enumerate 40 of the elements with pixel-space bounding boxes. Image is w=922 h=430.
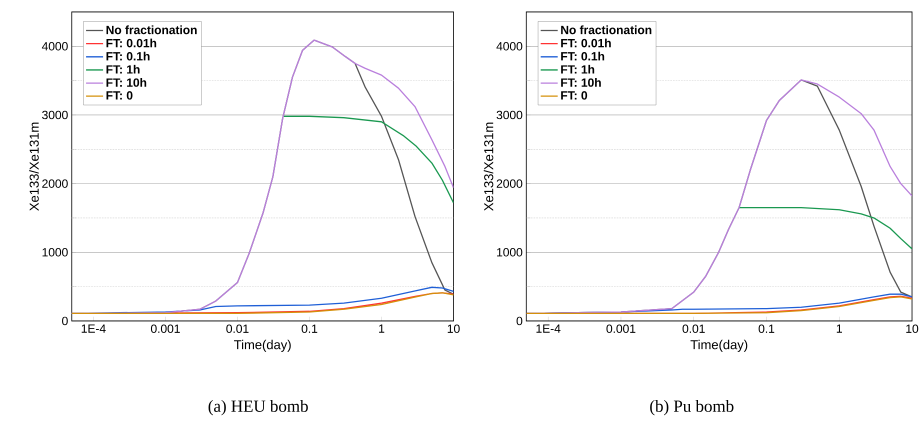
y-tick-label: 4000 (42, 42, 68, 51)
x-tick-label: 1 (836, 324, 842, 333)
y-tick-label: 2000 (496, 180, 522, 188)
y-tick-label: 3000 (496, 110, 522, 120)
legend-label: FT: 0.1h (106, 52, 150, 61)
x-axis-title: Time(day) (234, 340, 291, 352)
y-tick-label: 0 (62, 316, 68, 326)
legend-label: No fractionation (106, 26, 197, 34)
x-tick-label: 0.01 (226, 324, 249, 334)
x-tick-label: 0.01 (682, 324, 705, 334)
legend-label: FT: 0.01h (561, 38, 611, 48)
legend-label: FT: 1h (106, 65, 140, 74)
x-tick-label: 1 (379, 324, 384, 333)
legend-label: FT: 10h (106, 78, 146, 87)
y-tick-label: 3000 (42, 110, 68, 120)
x-tick-label: 10 (448, 324, 460, 334)
y-tick-label: 2000 (42, 180, 68, 188)
y-tick-label: 0 (516, 316, 522, 326)
y-tick-label: 1000 (497, 248, 522, 257)
legend-label: FT: 0 (561, 91, 588, 100)
legend-label: FT: 10h (561, 78, 601, 87)
y-axis-title: Xe133/Xe131m (484, 122, 494, 212)
legend-label: No fractionation (561, 26, 652, 34)
x-tick-label: 0.1 (758, 324, 774, 334)
x-tick-label: 10 (906, 324, 918, 334)
x-tick-label: 0.1 (302, 324, 318, 334)
x-tick-label: 1E-4 (82, 324, 106, 333)
x-tick-label: 0.001 (150, 324, 180, 334)
y-axis-title: Xe133/Xe131m (29, 122, 39, 212)
text: (b) Pu bomb (650, 400, 734, 416)
legend-label: FT: 0 (106, 91, 132, 100)
x-tick-label: 1E-4 (536, 324, 560, 333)
y-tick-label: 1000 (42, 248, 68, 257)
y-tick-label: 4000 (496, 42, 522, 51)
text: (a) HEU bomb (208, 400, 308, 416)
x-axis-title: Time(day) (690, 340, 748, 352)
legend-label: FT: 0.01h (106, 38, 156, 48)
legend-label: FT: 1h (561, 65, 594, 74)
legend-label: FT: 0.1h (561, 52, 604, 61)
x-tick-label: 0.001 (606, 324, 636, 334)
